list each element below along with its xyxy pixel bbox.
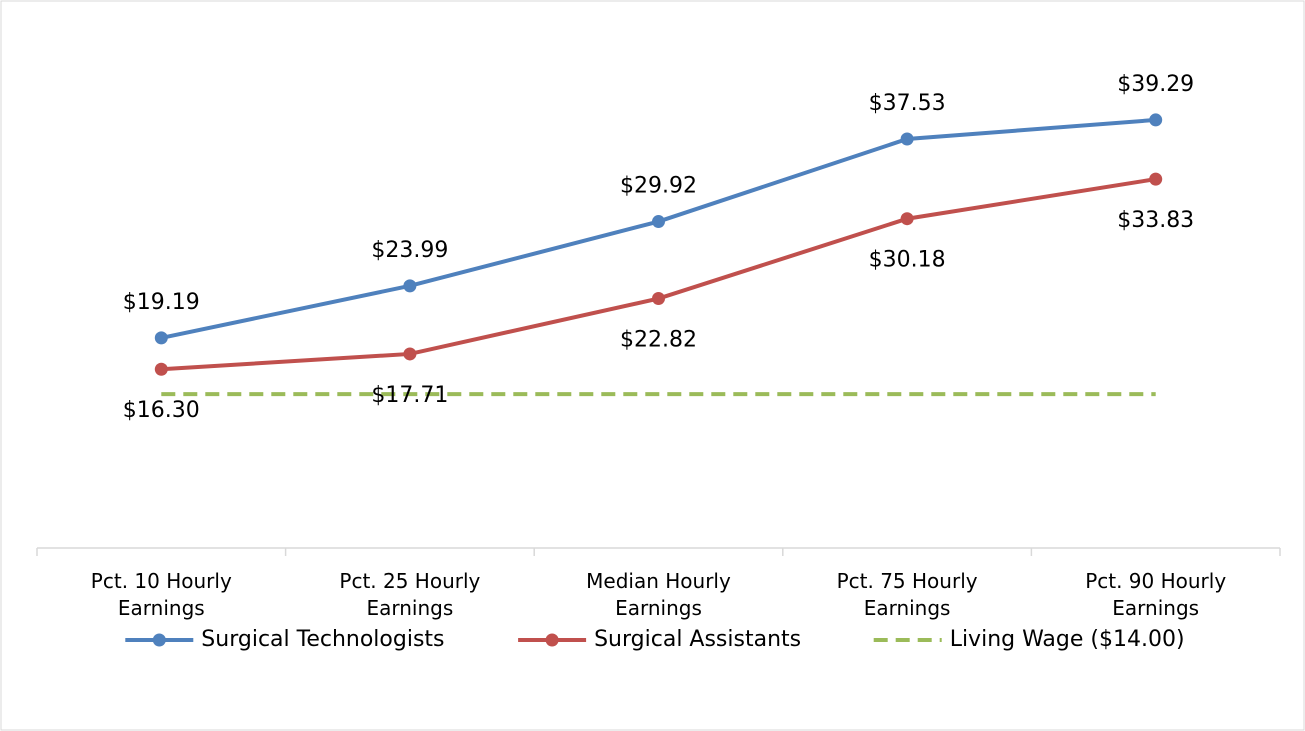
legend-marker xyxy=(545,633,559,647)
data-label: $22.82 xyxy=(620,328,697,353)
x-tick-label: Pct. 75 Hourly Earnings xyxy=(836,569,978,620)
point xyxy=(652,292,665,306)
legend-label: Surgical Technologists xyxy=(201,627,444,652)
legend-marker xyxy=(152,633,166,647)
x-tick-label: Median Hourly Earnings xyxy=(586,569,731,620)
data-label: $30.18 xyxy=(869,248,946,273)
point xyxy=(1149,113,1163,127)
point xyxy=(154,331,168,345)
point xyxy=(403,347,417,361)
x-tick-label: Pct. 90 Hourly Earnings xyxy=(1085,569,1227,620)
data-label: $33.83 xyxy=(1117,208,1194,233)
data-label: $16.30 xyxy=(123,398,200,423)
legend-label: Living Wage ($14.00) xyxy=(950,627,1185,652)
data-label: $39.29 xyxy=(1117,72,1194,97)
point xyxy=(403,279,417,293)
data-label: $19.19 xyxy=(123,290,200,315)
data-label: $29.92 xyxy=(620,174,697,199)
x-tick-label: Pct. 10 Hourly Earnings xyxy=(90,569,232,620)
data-label: $23.99 xyxy=(371,238,448,263)
point xyxy=(154,362,168,376)
data-label: $37.53 xyxy=(869,91,946,116)
legend-label: Surgical Assistants xyxy=(594,627,801,652)
point xyxy=(652,215,665,229)
x-tick-label: Pct. 25 Hourly Earnings xyxy=(339,569,481,620)
point xyxy=(900,212,914,226)
point xyxy=(1149,172,1163,186)
point xyxy=(900,132,914,146)
data-label: $17.71 xyxy=(371,383,448,408)
